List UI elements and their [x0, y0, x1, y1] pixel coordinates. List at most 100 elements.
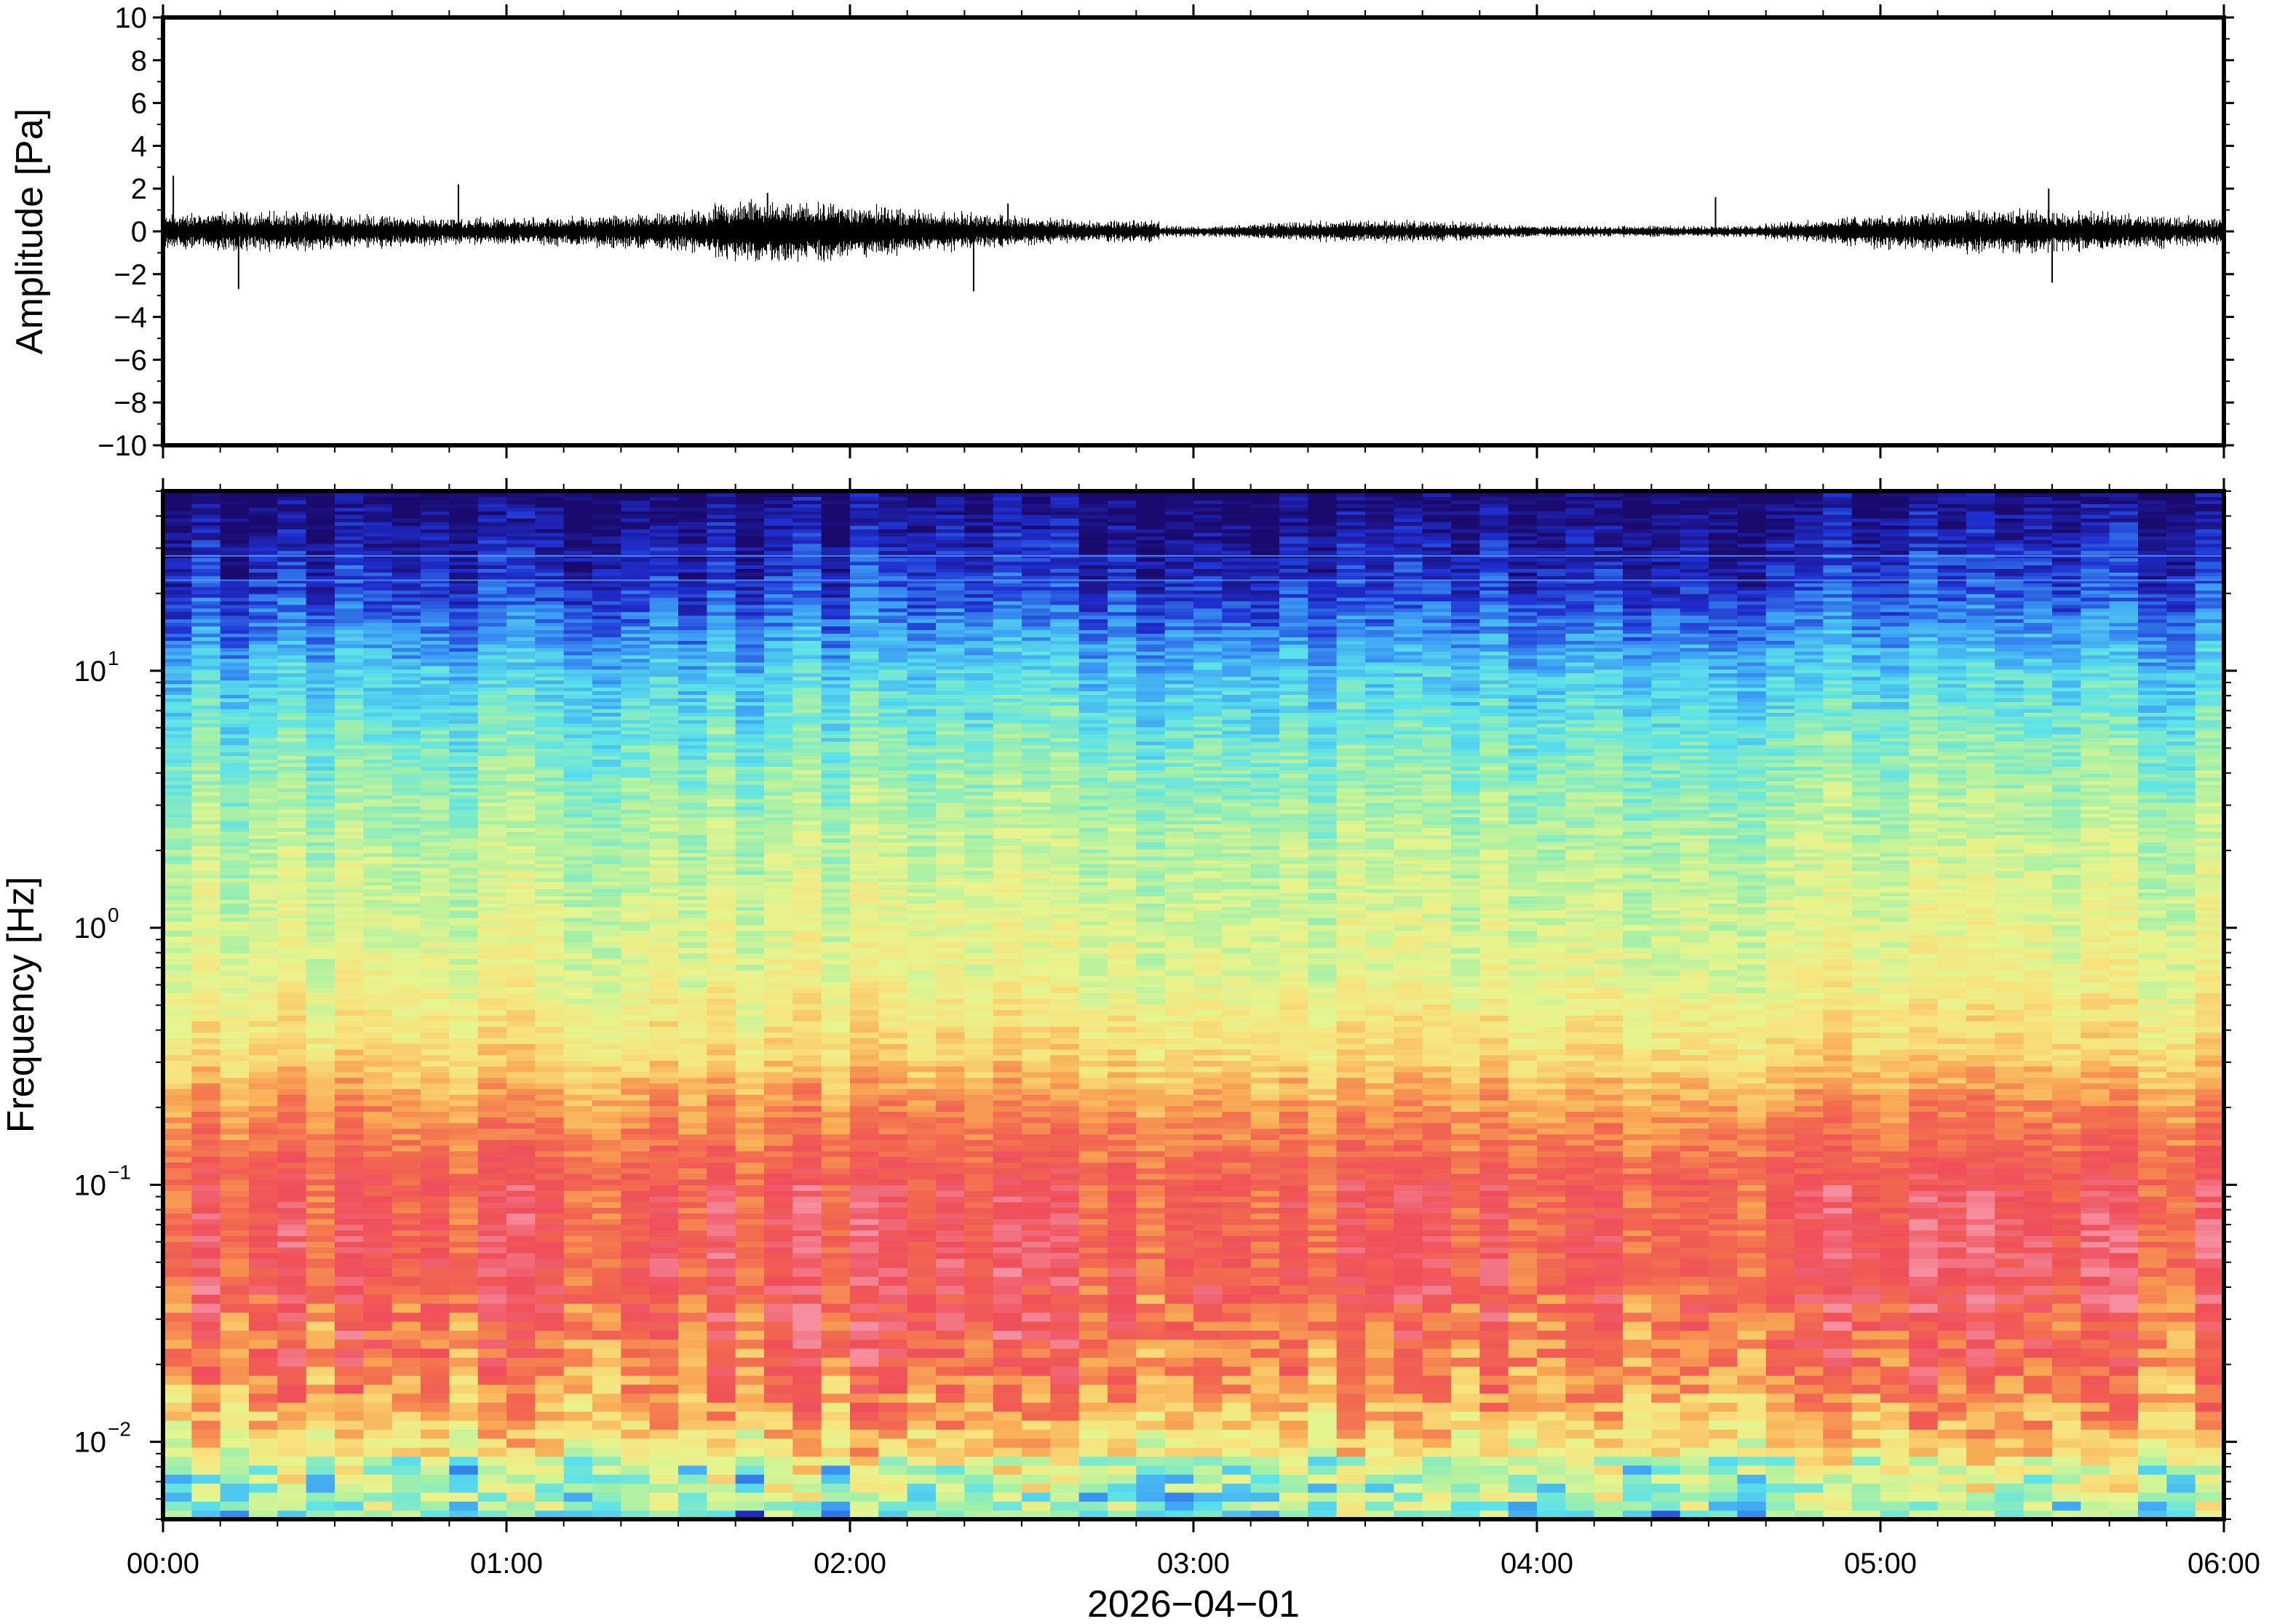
spectrogram-cell	[392, 1094, 421, 1101]
spectrogram-cell	[735, 1207, 765, 1214]
spectrogram-cell	[535, 952, 565, 960]
spectrogram-cell	[392, 723, 421, 728]
spectrogram-cell	[792, 1117, 822, 1123]
spectrogram-cell	[191, 698, 221, 702]
spectrogram-cell	[678, 763, 707, 767]
spectrogram-cell	[249, 744, 278, 749]
spectrogram-cell	[392, 981, 421, 988]
spectrogram-cell	[649, 1267, 679, 1277]
spectrogram-cell	[277, 741, 307, 746]
spectrogram-cell	[563, 557, 593, 562]
spectrogram-cell	[735, 1411, 765, 1421]
spectrogram-cell	[220, 1128, 250, 1135]
spectrogram-cell	[163, 1366, 192, 1376]
spectrogram-cell	[220, 881, 250, 886]
spectrogram-cell	[220, 798, 250, 803]
spectrogram-cell	[392, 863, 421, 868]
spectrogram-cell	[792, 723, 822, 728]
spectrogram-cell	[163, 579, 192, 584]
spectrogram-cell	[678, 694, 707, 698]
spectrogram-cell	[678, 493, 707, 498]
spectrogram-cell	[535, 1083, 565, 1089]
spectrogram-cell	[792, 1213, 822, 1219]
spectrogram-cell	[792, 1066, 822, 1072]
spectrogram-cell	[220, 1294, 250, 1304]
spectrogram-cell	[306, 1185, 335, 1191]
spectrogram-cell	[335, 874, 364, 879]
spectrogram-cell	[421, 629, 450, 634]
spectrogram-cell	[306, 503, 335, 508]
spectrogram-cell	[306, 838, 335, 843]
spectrogram-cell	[392, 952, 421, 960]
spectrogram-cell	[220, 741, 250, 746]
spectrogram-cell	[506, 648, 536, 652]
spectrogram-cell	[449, 791, 479, 796]
spectrogram-cell	[220, 1173, 250, 1180]
spectrogram-cell	[220, 958, 250, 965]
spectrogram-cell	[621, 877, 651, 883]
spectrogram-cell	[449, 687, 479, 692]
spectrogram-cell	[592, 781, 621, 785]
spectrogram-cell	[792, 1122, 822, 1129]
spectrogram-cell	[163, 669, 192, 674]
spectrogram-cell	[220, 820, 250, 825]
spectrogram-cell	[392, 1128, 421, 1135]
spectrogram-cell	[707, 788, 736, 792]
spectrogram-cell	[277, 975, 307, 982]
spectrogram-cell	[421, 572, 450, 576]
spectrogram-cell	[477, 629, 507, 634]
spectrogram-cell	[477, 661, 507, 666]
spectrogram-cell	[477, 576, 507, 580]
spectrogram-cell	[592, 987, 621, 993]
spectrogram-cell	[678, 1252, 707, 1259]
spectrogram-cell	[220, 1009, 250, 1016]
spectrogram-cell	[335, 1105, 364, 1112]
spectrogram-cell	[792, 998, 822, 1005]
spectrogram-cell	[506, 1224, 536, 1231]
spectrogram-cell	[735, 1267, 765, 1277]
spectrogram-cell	[563, 661, 593, 666]
spectrogram-cell	[792, 593, 822, 598]
spectrogram-cell	[191, 1032, 221, 1038]
spectrogram-cell	[477, 1099, 507, 1107]
spectrogram-cell	[792, 1483, 822, 1493]
spectrogram-cell	[535, 733, 565, 739]
spectrogram-cell	[506, 755, 536, 760]
spectrogram-cell	[506, 1241, 536, 1248]
spectrogram-cell	[277, 1066, 307, 1072]
spectrogram-cell	[678, 777, 707, 781]
spectrogram-cell	[506, 1066, 536, 1072]
spectrogram-cell	[191, 1258, 221, 1268]
spectrogram-cell	[449, 842, 479, 846]
spectrogram-cell	[592, 744, 621, 749]
spectrogram-cell	[477, 1168, 507, 1174]
spectrogram-cell	[220, 1303, 250, 1313]
spectrogram-cell	[506, 576, 536, 580]
spectrogram-cell	[392, 784, 421, 789]
spectrogram-cell	[421, 766, 450, 771]
spectrogram-cell	[735, 1185, 765, 1191]
spectrogram-cell	[764, 557, 793, 562]
spectrogram-cell	[220, 586, 250, 591]
spectrogram-cell	[535, 863, 565, 868]
spectrogram-cell	[735, 998, 765, 1005]
spectrogram-cell	[249, 838, 278, 843]
spectrogram-cell	[363, 752, 393, 757]
spectrogram-cell	[363, 863, 393, 868]
spectrogram-cell	[191, 1312, 221, 1322]
spectrogram-cell	[363, 1139, 393, 1146]
spectrogram-cell	[477, 867, 507, 872]
spectrogram-cell	[535, 1420, 565, 1430]
spectrogram-cell	[477, 1139, 507, 1146]
spectrogram-cell	[506, 1162, 536, 1169]
spectrogram-cell	[220, 597, 250, 602]
spectrogram-cell	[449, 720, 479, 724]
spectrogram-cell	[735, 763, 765, 767]
spectrogram-cell	[220, 1190, 250, 1197]
spectrogram-cell	[477, 888, 507, 893]
spectrogram-cell	[563, 752, 593, 757]
spectrogram-cell	[277, 1043, 307, 1050]
spectrogram-cell	[335, 930, 364, 937]
spectrogram-cell	[621, 690, 651, 696]
spectrogram-cell	[249, 1465, 278, 1475]
